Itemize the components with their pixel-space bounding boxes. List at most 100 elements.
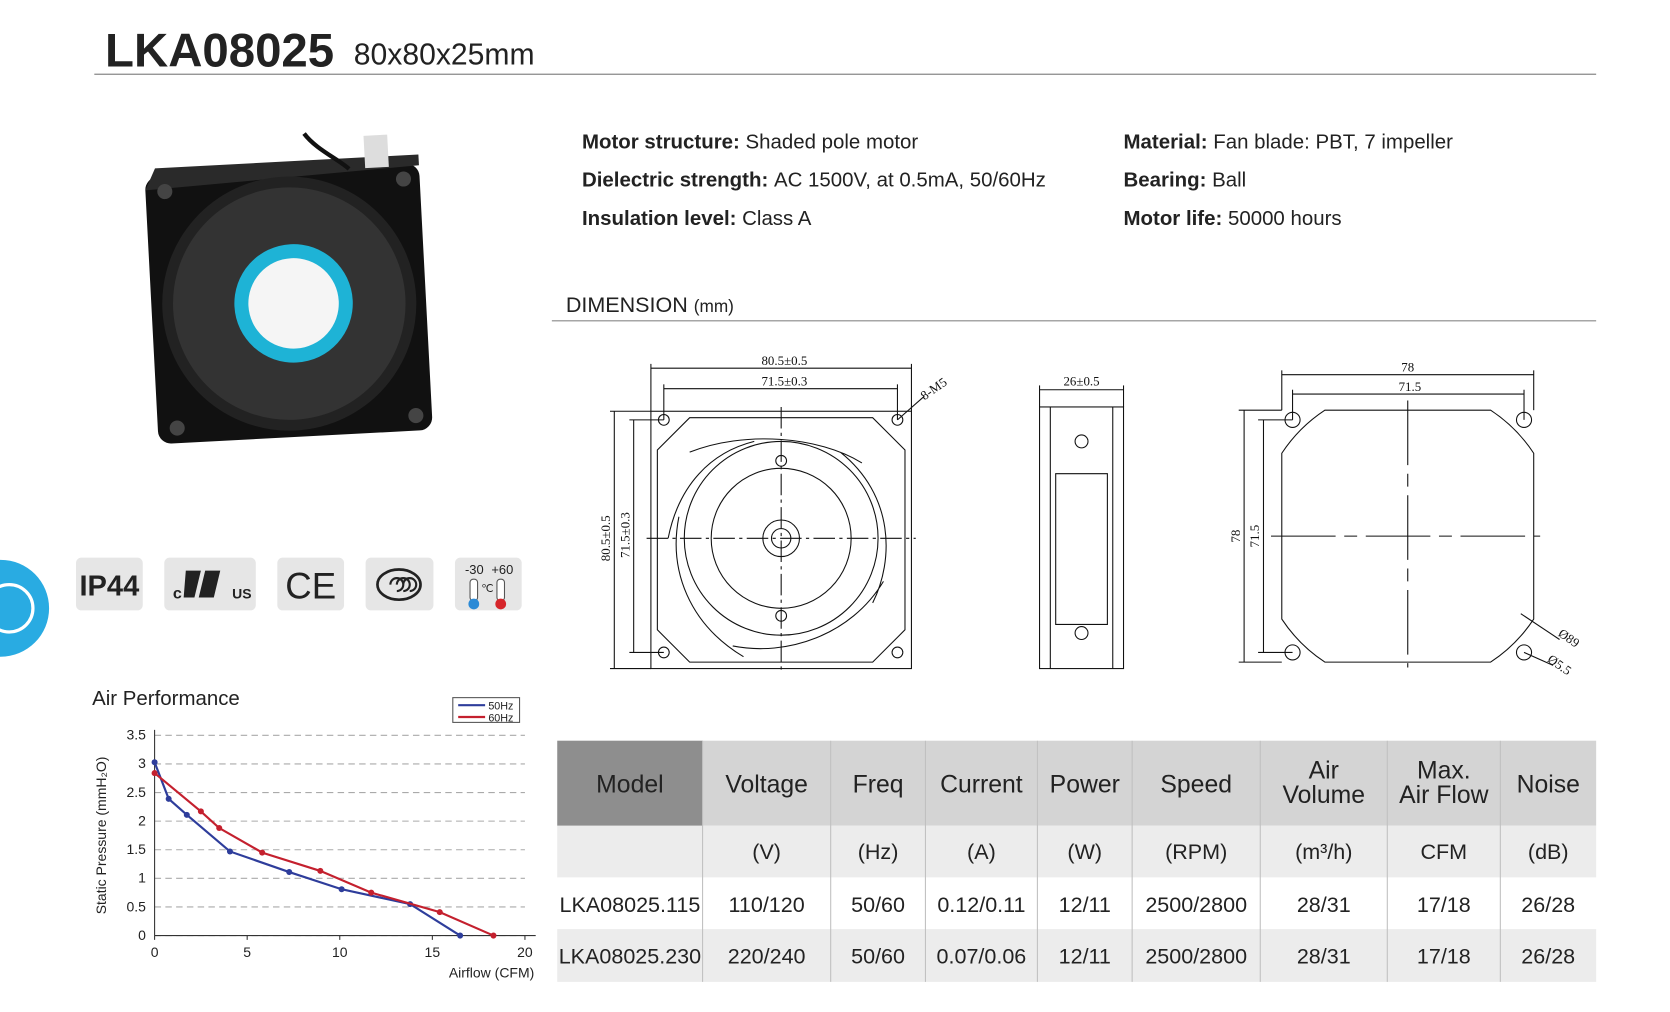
x-tick-label: 5 [243, 944, 251, 960]
y-tick-label: 0 [138, 927, 146, 943]
table-cell: 50/60 [851, 945, 905, 969]
dim-label: 78 [1401, 359, 1414, 374]
header-cell [1387, 740, 1501, 826]
x-tick-label: 20 [517, 944, 533, 960]
text-part: Class A [742, 207, 812, 230]
row-cell [702, 929, 831, 982]
specs: Motor structure: Shaded pole motor Diele… [582, 131, 1453, 230]
table-cell: 28/31 [1297, 945, 1351, 969]
temp-low: -30 [465, 562, 484, 577]
column-header: Model [596, 771, 663, 798]
spec: Motor life: 50000 hours [1124, 207, 1342, 230]
text-part: Shaded pole motor [746, 131, 919, 154]
header-cell [1037, 740, 1133, 826]
spec: Bearing: Ball [1124, 168, 1247, 191]
row-cell [925, 929, 1038, 982]
data-point [317, 867, 324, 874]
table-cell: 12/11 [1059, 893, 1111, 917]
data-point [216, 824, 223, 832]
title: LKA08025 [105, 25, 334, 78]
front-view: 80.5±0.5 71.5±0.3 80.5±0.5 71.5±0.3 8-M5 [598, 353, 950, 673]
row-cell [1500, 929, 1597, 982]
table-cell: 26/28 [1521, 893, 1575, 917]
shape [169, 420, 185, 436]
row-cell [830, 877, 926, 930]
chart-title: Air Performance [92, 687, 240, 710]
unit-cell [1132, 825, 1261, 878]
table-cell: 0.12/0.11 [937, 893, 1025, 917]
shape [1055, 473, 1108, 625]
ce-mark: CE [285, 566, 336, 607]
data-point [436, 909, 443, 916]
spec: Material: Fan blade: PBT, 7 impeller [1124, 131, 1454, 154]
dim-label: 71.5 [1399, 379, 1422, 394]
shape [395, 171, 412, 187]
unit-cell [557, 825, 703, 878]
row-cell [830, 929, 926, 982]
header-cell [1260, 740, 1388, 826]
data-point [226, 848, 233, 855]
legend-label: 50Hz [488, 700, 513, 712]
dim-label: 8-M5 [917, 374, 949, 403]
header-cell [1500, 740, 1597, 826]
shape [891, 646, 904, 659]
shape [389, 577, 418, 593]
data-point [165, 795, 172, 802]
column-unit: (W) [1067, 840, 1102, 864]
column-header: Air Flow [1399, 782, 1489, 809]
shape [277, 557, 345, 611]
column-header: Voltage [725, 771, 808, 798]
dim-label: Ø89 [1556, 625, 1583, 650]
row-cell [1500, 877, 1597, 930]
shape [1520, 613, 1560, 640]
y-tick-label: 0.5 [127, 898, 147, 914]
spec: Dielectric strength: AC 1500V, at 0.5mA,… [582, 168, 1046, 191]
column-header: Current [940, 771, 1023, 798]
shape [1039, 406, 1125, 670]
shape [667, 438, 887, 658]
shape [76, 557, 143, 611]
y-axis-label: Static Pressure (mmH₂O) [93, 757, 109, 915]
column-unit: (V) [752, 840, 781, 864]
shape [365, 557, 434, 611]
shape [1523, 651, 1554, 666]
series-line [153, 761, 461, 937]
row-cell [1260, 929, 1388, 982]
shape [1074, 434, 1089, 449]
dim-label: 26±0.5 [1063, 373, 1099, 388]
certifications: IP44 c US CE -30 +60 ℃ [76, 557, 522, 611]
series-line [153, 772, 494, 937]
subtitle: 80x80x25mm [354, 39, 535, 72]
shape [302, 132, 351, 171]
dim-label: 78 [1228, 530, 1243, 543]
table-cell: 17/18 [1417, 893, 1471, 917]
column-unit: (A) [967, 840, 996, 864]
text-part: Motor life: [1124, 207, 1223, 230]
table-cell: 2500/2800 [1145, 945, 1247, 969]
shape [376, 568, 422, 602]
column-header: Noise [1517, 771, 1580, 798]
x-tick-label: 10 [332, 944, 348, 960]
row-cell [1132, 929, 1261, 982]
data-point [286, 869, 293, 876]
shape [656, 417, 906, 663]
table-cell: LKA08025.115 [560, 893, 701, 917]
temp-high: +60 [491, 562, 513, 577]
table-cell: 17/18 [1417, 945, 1471, 969]
data-point [259, 849, 266, 856]
row-cell [1387, 929, 1501, 982]
text-part: Insulation level: [582, 207, 736, 230]
column-header: Power [1050, 771, 1120, 798]
spec: Insulation level: Class A [582, 207, 812, 230]
text-part: Dielectric strength: [582, 168, 768, 191]
column-unit: (m³/h) [1295, 840, 1352, 864]
column-unit: (dB) [1528, 840, 1569, 864]
side-badge [0, 559, 50, 657]
dim-label: 71.5 [1247, 525, 1262, 548]
temp-unit: ℃ [481, 583, 493, 595]
dimension-header: DIMENSION (mm) [551, 293, 1597, 322]
unit-cell [830, 825, 926, 878]
y-tick-label: 3.5 [127, 727, 147, 743]
